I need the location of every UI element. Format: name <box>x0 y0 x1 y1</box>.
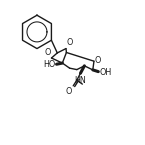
Text: OH: OH <box>99 68 112 77</box>
Text: HN: HN <box>74 76 86 85</box>
Text: O: O <box>67 38 73 47</box>
Text: HO: HO <box>43 60 55 69</box>
Text: O: O <box>44 48 51 57</box>
Text: O: O <box>65 87 71 96</box>
Text: O: O <box>95 56 101 65</box>
